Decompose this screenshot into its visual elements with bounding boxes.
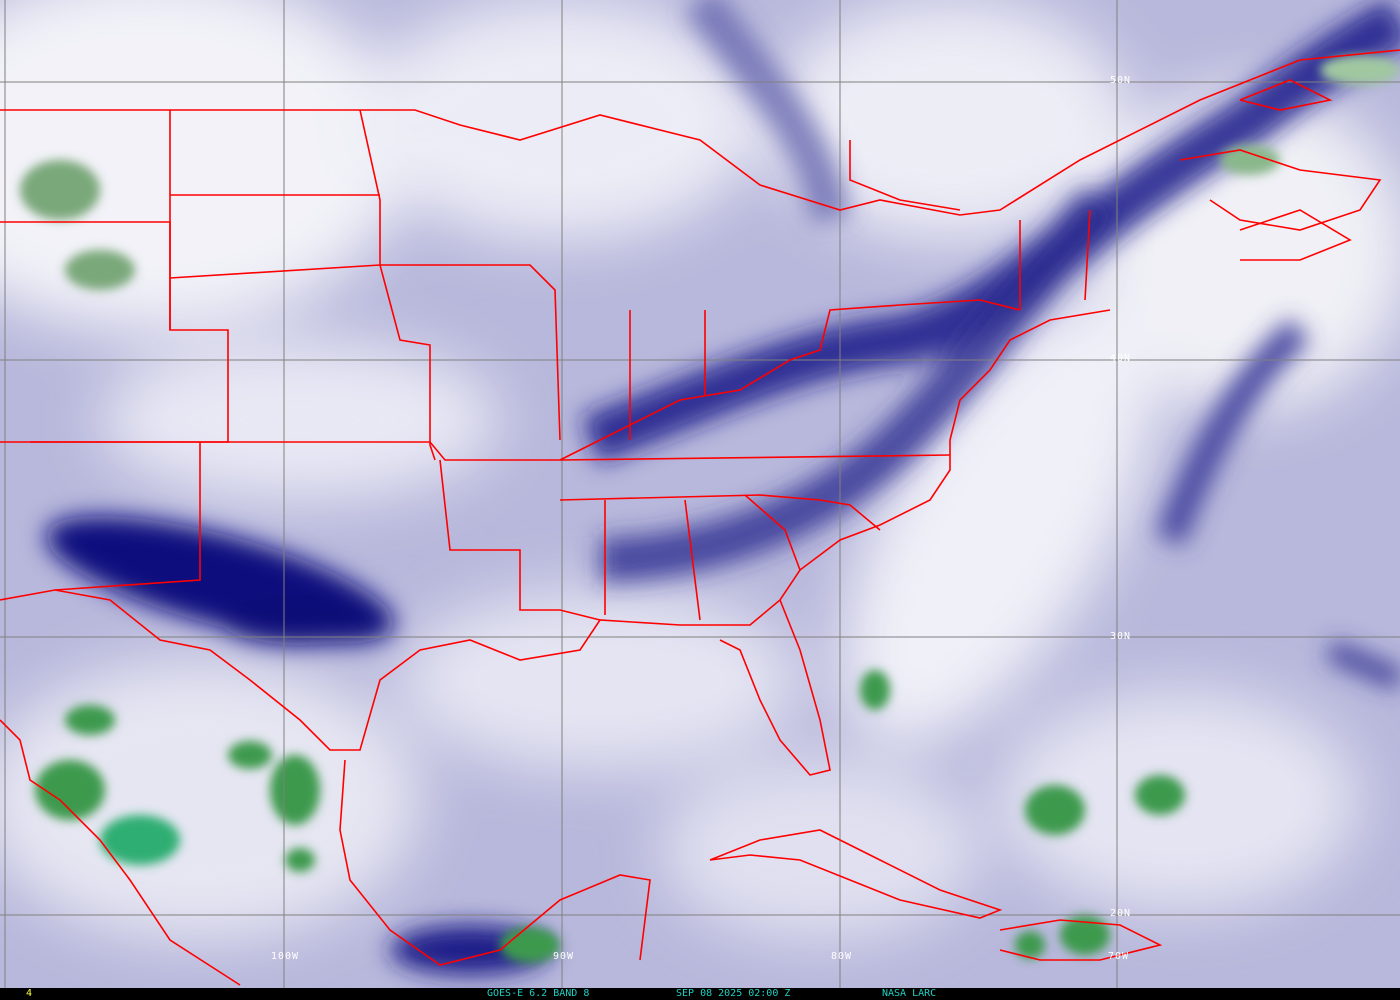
cloud-tops bbox=[20, 55, 1400, 963]
lat-label-20n: 20N bbox=[1110, 908, 1132, 919]
satellite-band: GOES-E 6.2 BAND 8 bbox=[487, 988, 590, 999]
info-bar: 4 GOES-E 6.2 BAND 8 SEP 08 2025 02:00 Z … bbox=[0, 988, 1400, 1000]
lat-label-40n: 40N bbox=[1110, 353, 1132, 364]
lon-label-80w: 80W bbox=[831, 951, 853, 962]
frame-number: 4 bbox=[26, 988, 33, 999]
political-borders bbox=[0, 49, 1400, 986]
timestamp: SEP 08 2025 02:00 Z bbox=[676, 988, 791, 999]
lat-label-50n: 50N bbox=[1110, 75, 1132, 86]
dry-bands bbox=[45, 0, 1400, 975]
source-label: NASA LARC bbox=[882, 988, 937, 999]
lon-label-100w: 100W bbox=[271, 951, 300, 962]
lon-label-90w: 90W bbox=[553, 951, 575, 962]
lat-label-30n: 30N bbox=[1110, 631, 1132, 642]
moist-regions bbox=[0, 0, 1400, 940]
lon-label-70w: 70W bbox=[1108, 951, 1130, 962]
